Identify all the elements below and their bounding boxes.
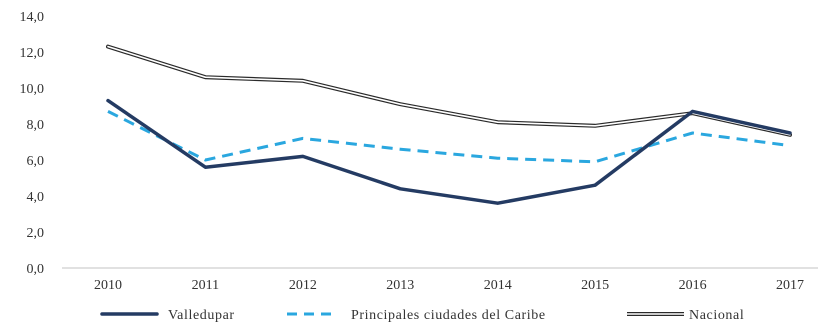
series-line-nacional <box>106 44 792 137</box>
x-tick-label: 2013 <box>386 278 414 293</box>
x-tick-label: 2014 <box>484 278 512 293</box>
x-tick-label: 2016 <box>679 278 707 293</box>
x-tick-label: 2011 <box>192 278 219 293</box>
x-tick-label: 2010 <box>94 278 122 293</box>
x-tick-label: 2015 <box>581 278 609 293</box>
legend-item-nacional: Nacional <box>627 308 744 323</box>
x-tick-labels: 2010 2011 2012 2013 2014 2015 2016 2017 <box>94 278 804 293</box>
legend-label-nacional: Nacional <box>689 308 744 323</box>
y-tick-label: 4,0 <box>27 190 45 205</box>
legend: Valledupar Principales ciudades del Cari… <box>100 308 744 323</box>
legend-label-caribe: Principales ciudades del Caribe <box>351 308 546 323</box>
y-tick-label: 14,0 <box>20 10 45 25</box>
series-line-valledupar <box>106 98 792 205</box>
legend-item-valledupar: Valledupar <box>100 308 235 323</box>
y-tick-label: 10,0 <box>20 82 45 97</box>
y-tick-label: 2,0 <box>27 226 45 241</box>
legend-item-caribe: Principales ciudades del Caribe <box>287 308 546 323</box>
y-tick-label: 6,0 <box>27 154 45 169</box>
y-tick-label: 0,0 <box>27 262 45 277</box>
series-line-principales-ciudades-del-caribe <box>107 110 791 164</box>
y-tick-label: 8,0 <box>27 118 45 133</box>
x-tick-label: 2012 <box>289 278 317 293</box>
legend-label-valledupar: Valledupar <box>168 308 235 323</box>
series-line-nacional-inner <box>107 45 791 136</box>
y-tick-label: 12,0 <box>20 46 45 61</box>
x-tick-label: 2017 <box>776 278 804 293</box>
series-lines <box>106 44 792 205</box>
y-tick-labels: 0,0 2,0 4,0 6,0 8,0 10,0 12,0 14,0 <box>20 10 45 277</box>
